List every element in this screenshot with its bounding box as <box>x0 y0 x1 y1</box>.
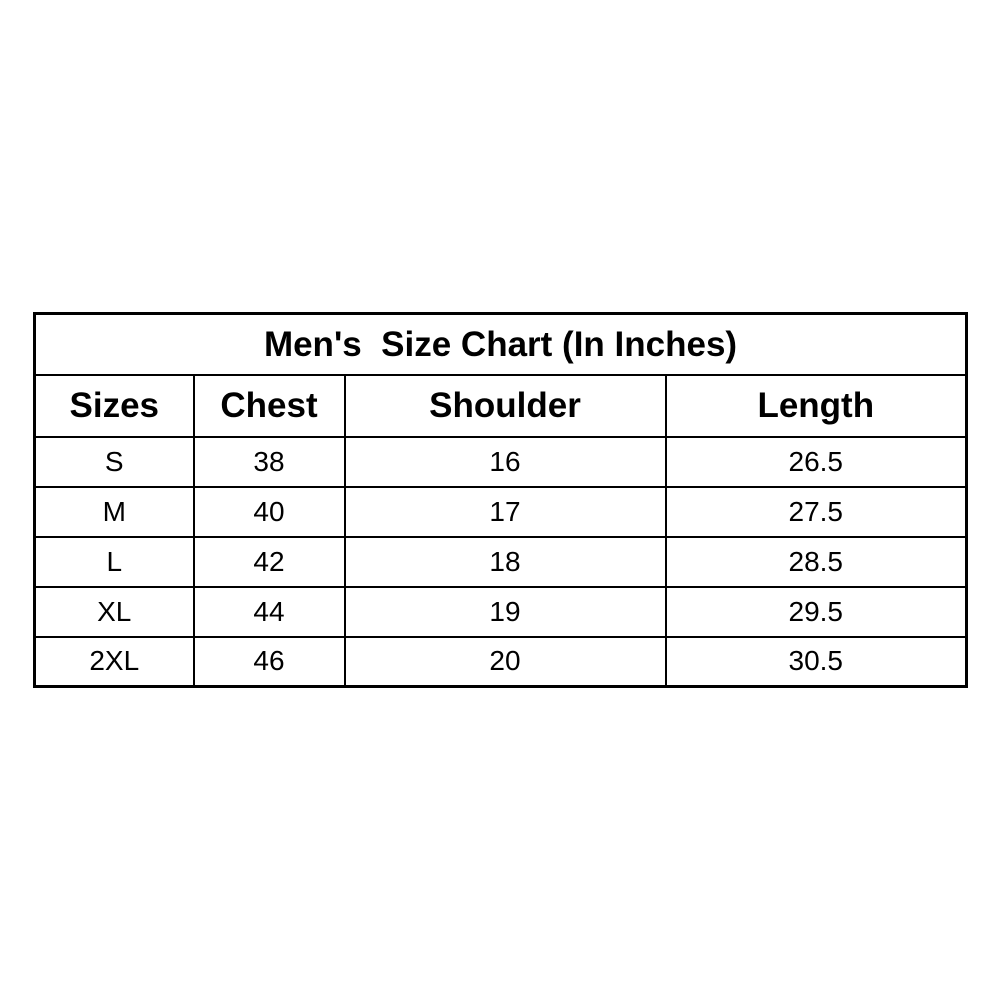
cell-length: 26.5 <box>664 435 968 488</box>
cell-size: S <box>33 435 195 488</box>
table-row-s: S 38 16 26.5 <box>33 435 968 488</box>
cell-chest: 44 <box>192 585 346 638</box>
column-header-chest: Chest <box>192 373 346 438</box>
size-chart-table: Men's Size Chart (In Inches) Sizes Chest… <box>33 312 969 688</box>
cell-shoulder: 19 <box>343 585 667 638</box>
title-row: Men's Size Chart (In Inches) <box>33 312 968 376</box>
column-header-sizes: Sizes <box>33 373 195 438</box>
table-row-xl: XL 44 19 29.5 <box>33 585 968 638</box>
cell-size: XL <box>33 585 195 638</box>
cell-length: 28.5 <box>664 535 968 588</box>
column-header-length: Length <box>664 373 968 438</box>
cell-shoulder: 18 <box>343 535 667 588</box>
cell-chest: 40 <box>192 485 346 538</box>
cell-length: 29.5 <box>664 585 968 638</box>
cell-shoulder: 16 <box>343 435 667 488</box>
cell-size: 2XL <box>33 635 195 688</box>
cell-length: 27.5 <box>664 485 968 538</box>
cell-shoulder: 20 <box>343 635 667 688</box>
cell-chest: 38 <box>192 435 346 488</box>
column-header-shoulder: Shoulder <box>343 373 667 438</box>
table-title: Men's Size Chart (In Inches) <box>33 312 968 376</box>
cell-shoulder: 17 <box>343 485 667 538</box>
table-row-m: M 40 17 27.5 <box>33 485 968 538</box>
cell-chest: 46 <box>192 635 346 688</box>
cell-length: 30.5 <box>664 635 968 688</box>
header-row: Sizes Chest Shoulder Length <box>33 373 968 438</box>
table-row-2xl: 2XL 46 20 30.5 <box>33 635 968 688</box>
table-row-l: L 42 18 28.5 <box>33 535 968 588</box>
cell-size: L <box>33 535 195 588</box>
cell-size: M <box>33 485 195 538</box>
cell-chest: 42 <box>192 535 346 588</box>
